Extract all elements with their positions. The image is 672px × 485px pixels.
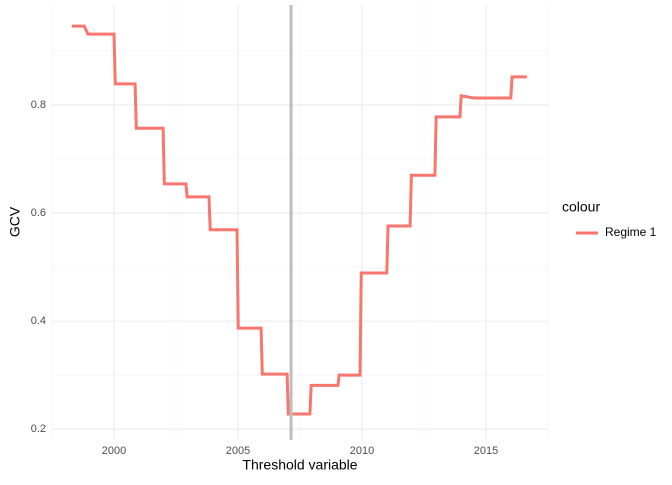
y-tick-label: 0.6 [31, 207, 46, 219]
grid [51, 5, 549, 440]
y-tick-label: 0.8 [31, 99, 46, 111]
y-tick-label: 0.4 [31, 315, 46, 327]
x-tick-label: 2010 [350, 445, 374, 457]
plot: 2000 2005 2010 2015 0.2 0.4 0.6 0.8 Regime 1 [31, 5, 657, 457]
x-axis-title: Threshold variable [242, 457, 357, 473]
series-line [71, 24, 527, 416]
y-axis-title: GCV [7, 206, 23, 237]
x-tick-label: 2000 [102, 445, 126, 457]
legend-title: colour [562, 199, 600, 215]
y-tick-label: 0.2 [31, 423, 46, 435]
x-tick-label: 2005 [226, 445, 250, 457]
legend-label: Regime 1 [605, 225, 657, 239]
x-tick-label: 2015 [474, 445, 498, 457]
